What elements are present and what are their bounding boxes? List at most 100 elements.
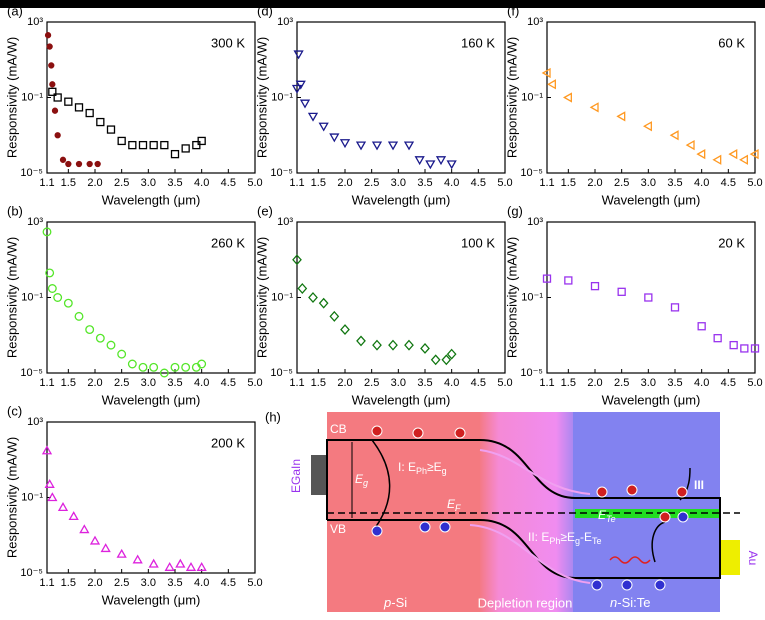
panel-label: (c) xyxy=(7,403,22,418)
label-part: ≥E xyxy=(560,530,575,544)
data-point xyxy=(670,303,680,312)
data-point xyxy=(192,140,201,150)
data-point xyxy=(106,125,116,134)
x-tick-label: 3.0 xyxy=(141,177,156,189)
data-point xyxy=(117,136,126,146)
data-point xyxy=(197,359,207,369)
data-point xyxy=(387,141,399,151)
data-point xyxy=(159,368,169,378)
x-tick-label: 3.5 xyxy=(667,377,682,389)
x-tick-label: 1.5 xyxy=(61,177,76,189)
x-tick-label: 4.0 xyxy=(444,177,459,189)
x-tick-label: 1.1 xyxy=(289,377,304,389)
panel-label: (d) xyxy=(257,3,273,18)
flow-e xyxy=(479,449,591,495)
panel: 1.1 1.5 2.0 2.5 3.0 3.5 4.0 4.5 5.0 10⁻⁵ 10⁻¹ 10³ Wa… xyxy=(4,3,262,207)
y-axis-label: Responsivity (mA/W) xyxy=(504,237,519,358)
panel: 1.1 1.5 2.0 2.5 3.0 3.5 4.0 4.5 5.0 10⁻⁵ 10⁻¹ 10³ Wa… xyxy=(4,203,262,407)
label-part: ≥E xyxy=(427,460,442,474)
x-tick-label: 2.0 xyxy=(87,577,102,589)
data-point xyxy=(589,102,599,113)
data-point xyxy=(45,268,55,278)
data-point xyxy=(160,140,169,150)
data-point xyxy=(371,141,383,151)
subscript: Ph xyxy=(416,466,427,476)
temperature-label: 300 K xyxy=(211,35,245,50)
data-point xyxy=(149,362,159,372)
data-point xyxy=(42,227,52,237)
diagram-label: Eg xyxy=(355,472,368,488)
data-point xyxy=(749,149,759,160)
data-point xyxy=(295,80,306,90)
data-point xyxy=(420,342,430,354)
y-tick-label: 10³ xyxy=(527,216,543,228)
data-point xyxy=(48,87,57,96)
x-tick-label: 4.0 xyxy=(444,377,459,389)
panel-label: (a) xyxy=(7,3,23,18)
x-tick-label: 1.1 xyxy=(39,377,54,389)
panel-label: (h) xyxy=(265,409,281,424)
diagram-label: II: EPh≥Eg-ETe xyxy=(528,530,601,546)
data-point xyxy=(713,334,722,343)
electrons xyxy=(371,425,688,523)
data-point xyxy=(403,141,415,151)
data-point xyxy=(138,140,148,150)
x-tick-label: 4.0 xyxy=(194,577,209,589)
data-point xyxy=(65,160,72,168)
x-tick-label: 2.5 xyxy=(114,377,129,389)
data-point xyxy=(299,99,311,109)
data-point xyxy=(308,292,318,303)
data-point xyxy=(44,32,52,39)
x-tick-label: 2.5 xyxy=(114,177,129,189)
x-tick-label: 2.0 xyxy=(587,177,602,189)
data-point xyxy=(441,354,452,366)
subscript: g xyxy=(442,466,447,476)
label-part: E xyxy=(598,508,607,522)
data-point xyxy=(170,149,180,159)
x-tick-label: 3.0 xyxy=(391,177,406,189)
data-point xyxy=(74,311,84,321)
temperature-label: 60 K xyxy=(718,35,745,50)
x-axis-label: Wavelength (μm) xyxy=(102,392,201,407)
data-point xyxy=(46,43,53,50)
data-point xyxy=(149,140,158,150)
x-tick-label: 4.0 xyxy=(194,377,209,389)
data-point xyxy=(86,160,93,168)
x-tick-label: 4.5 xyxy=(221,577,236,589)
x-tick-label: 1.5 xyxy=(61,377,76,389)
data-point xyxy=(138,362,148,372)
data-point xyxy=(47,284,57,293)
y-tick-label: 10³ xyxy=(527,16,543,28)
label-part: n xyxy=(610,595,617,610)
x-tick-label: 2.5 xyxy=(614,177,629,189)
data-point xyxy=(57,502,69,512)
data-point xyxy=(446,160,457,170)
panel: 1.1 1.5 2.0 2.5 3.0 3.5 4.0 4.5 5.0 10⁻⁵ 10⁻¹ 10³ Wa… xyxy=(504,203,762,407)
subscript: g xyxy=(575,536,580,546)
x-tick-label: 5.0 xyxy=(497,177,512,189)
data-point xyxy=(307,112,319,122)
x-tick-label: 1.5 xyxy=(311,377,326,389)
data-point xyxy=(85,325,95,335)
data-point xyxy=(318,297,329,309)
panel-label: (e) xyxy=(257,203,273,218)
data-point xyxy=(164,562,175,571)
data-point xyxy=(54,132,61,139)
panel: 1.1 1.5 2.0 2.5 3.0 3.5 4.0 4.5 5.0 10⁻⁵ 10⁻¹ 10³ Wa… xyxy=(4,403,262,607)
x-tick-label: 5.0 xyxy=(497,377,512,389)
x-tick-label: 1.5 xyxy=(561,177,576,189)
x-tick-label: 2.0 xyxy=(87,177,102,189)
x-tick-label: 5.0 xyxy=(747,177,762,189)
data-point xyxy=(750,344,760,353)
x-axis-label: Wavelength (μm) xyxy=(102,592,201,607)
y-axis-label: Responsivity (mA/W) xyxy=(254,237,269,358)
au-contact xyxy=(720,540,740,575)
x-axis-label: Wavelength (μm) xyxy=(602,392,701,407)
x-axis-label: Wavelength (μm) xyxy=(352,392,451,407)
panel: 1.1 1.5 2.0 2.5 3.0 3.5 4.0 4.5 5.0 10⁻⁵ 10⁻¹ 10³ Wa… xyxy=(254,203,512,407)
data-point xyxy=(372,339,382,351)
data-point xyxy=(728,149,738,160)
y-tick-label: 10⁻¹ xyxy=(271,91,293,103)
x-tick-label: 4.5 xyxy=(471,377,486,389)
y-tick-label: 10⁻¹ xyxy=(21,91,43,103)
